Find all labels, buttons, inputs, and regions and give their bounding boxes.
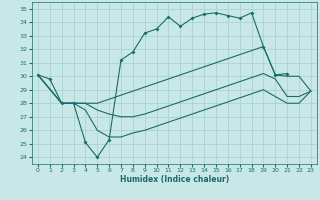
X-axis label: Humidex (Indice chaleur): Humidex (Indice chaleur)	[120, 175, 229, 184]
